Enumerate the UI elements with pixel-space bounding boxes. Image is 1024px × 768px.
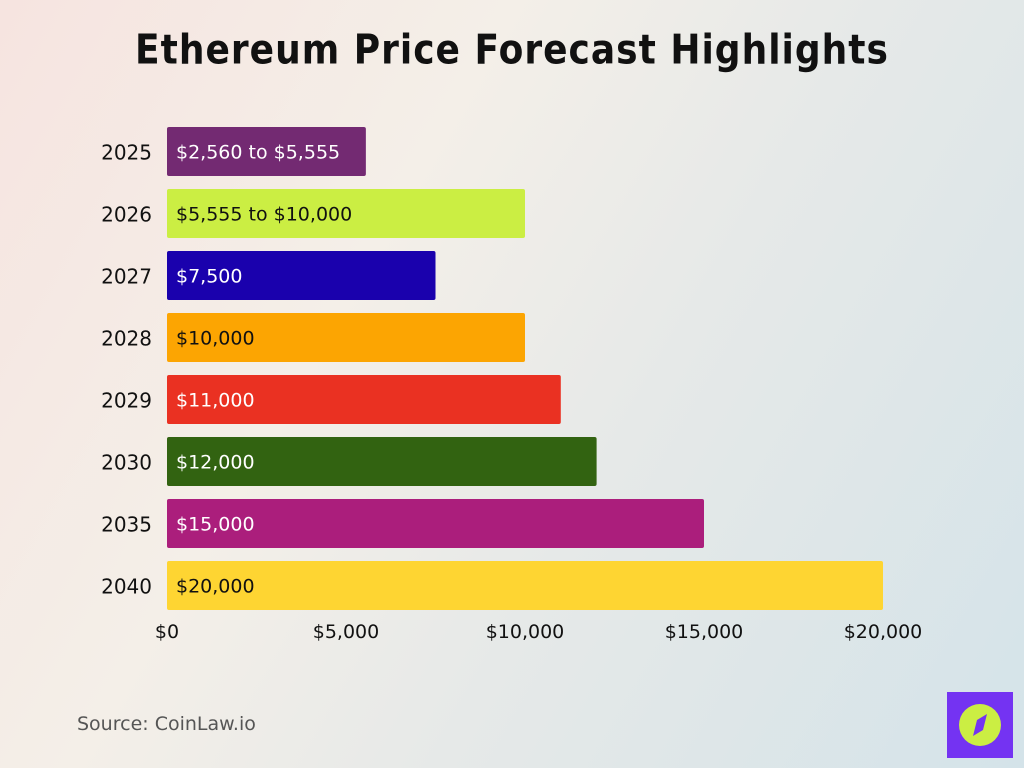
bar-2025 bbox=[167, 127, 366, 176]
category-label: 2028 bbox=[101, 327, 152, 351]
category-label: 2027 bbox=[101, 265, 152, 289]
data-label: $5,555 to $10,000 bbox=[176, 204, 352, 226]
compass-icon bbox=[959, 704, 1001, 746]
data-label: $7,500 bbox=[176, 266, 242, 288]
bar-2030 bbox=[167, 437, 597, 486]
source-note: Source: CoinLaw.io bbox=[77, 713, 256, 735]
category-label: 2035 bbox=[101, 513, 152, 537]
bar-2026 bbox=[167, 189, 525, 238]
category-label: 2030 bbox=[101, 451, 152, 475]
x-tick-label: $20,000 bbox=[844, 621, 923, 643]
bar-2029 bbox=[167, 375, 561, 424]
category-label: 2029 bbox=[101, 389, 152, 413]
x-tick-label: $0 bbox=[155, 621, 179, 643]
x-tick-label: $10,000 bbox=[486, 621, 565, 643]
category-label: 2025 bbox=[101, 141, 152, 165]
bar-2040 bbox=[167, 561, 883, 610]
category-label: 2026 bbox=[101, 203, 152, 227]
data-label: $11,000 bbox=[176, 390, 255, 412]
chart-title: Ethereum Price Forecast Highlights bbox=[135, 26, 889, 75]
x-tick-label: $15,000 bbox=[665, 621, 744, 643]
logo bbox=[947, 692, 1013, 758]
bar-2028 bbox=[167, 313, 525, 362]
data-label: $10,000 bbox=[176, 328, 255, 350]
data-label: $2,560 to $5,555 bbox=[176, 142, 340, 164]
category-label: 2040 bbox=[101, 575, 152, 599]
data-label: $12,000 bbox=[176, 452, 255, 474]
data-label: $15,000 bbox=[176, 514, 255, 536]
bar-2035 bbox=[167, 499, 704, 548]
bar-2027 bbox=[167, 251, 436, 300]
data-label: $20,000 bbox=[176, 576, 255, 598]
x-tick-label: $5,000 bbox=[313, 621, 379, 643]
